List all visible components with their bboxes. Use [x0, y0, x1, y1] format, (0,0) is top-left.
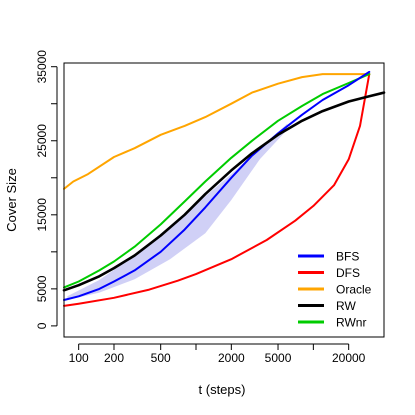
x-tick-label: 5000 [265, 351, 292, 365]
x-axis: 100 200 500 2000 5000 20000 [69, 343, 366, 365]
x-tick-label: 200 [104, 351, 124, 365]
y-tick-label: 35000 [35, 50, 49, 84]
y-axis: 0 5000 15000 25000 35000 [35, 50, 58, 329]
x-tick-label: 2000 [218, 351, 245, 365]
y-tick-label: 25000 [35, 124, 49, 158]
y-tick-label: 5000 [35, 275, 49, 302]
series-line-rwnr [63, 73, 371, 289]
y-tick-label: 15000 [35, 198, 49, 232]
series-line-oracle [63, 73, 371, 190]
legend-label-dfs: DFS [336, 266, 360, 280]
legend: BFS DFS Oracle RW RWnr [298, 250, 372, 330]
y-axis-label: Cover Size [4, 168, 19, 232]
series-line-rw [62, 91, 386, 292]
series-line-dfs [63, 73, 371, 307]
x-axis-label: t (steps) [199, 382, 246, 397]
legend-label-bfs: BFS [336, 250, 359, 264]
legend-label-rwnr: RWnr [336, 316, 366, 330]
series-lines-layer [62, 70, 386, 307]
legend-label-rw: RW [336, 299, 356, 313]
x-tick-label: 20000 [332, 351, 366, 365]
plot-frame [63, 62, 385, 338]
legend-label-oracle: Oracle [336, 283, 372, 297]
y-tick-label: 0 [35, 322, 49, 329]
series-line-bfs [63, 70, 371, 301]
x-tick-label: 100 [69, 351, 89, 365]
x-tick-label: 500 [151, 351, 171, 365]
